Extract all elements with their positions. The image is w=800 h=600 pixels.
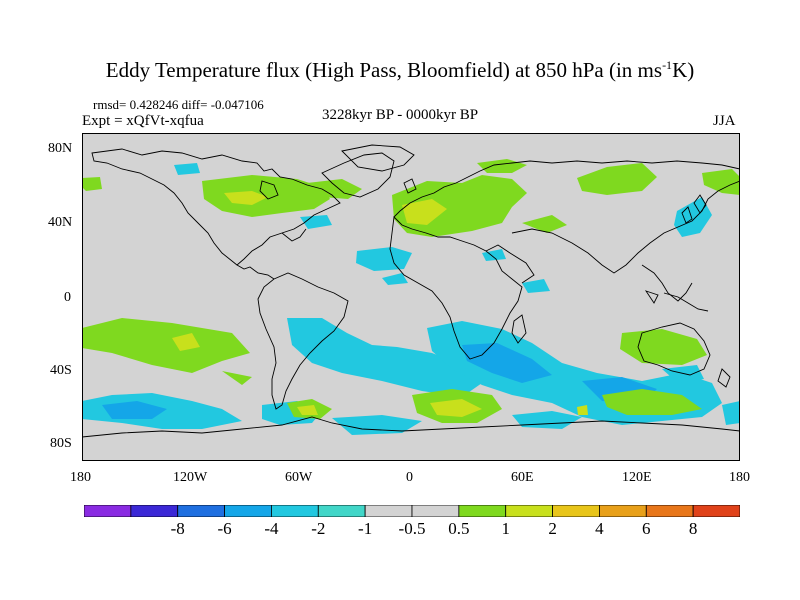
- y-tick-40s: 40S: [50, 363, 72, 378]
- colorbar-swatch: [364, 505, 413, 517]
- x-tick-120e: 120E: [622, 470, 652, 485]
- colorbar-swatch: [645, 505, 694, 517]
- colorbar-label: 6: [642, 519, 651, 538]
- map-title: Eddy Temperature flux (High Pass, Bloomf…: [105, 58, 695, 82]
- x-tick-120w: 120W: [173, 470, 208, 485]
- stats-label: rmsd= 0.428246 diff= -0.047106: [93, 97, 264, 112]
- y-tick-80s: 80S: [50, 436, 72, 451]
- x-tick-0: 0: [406, 470, 413, 485]
- colorbar-swatch: [177, 505, 225, 517]
- season-label: JJA: [713, 113, 736, 129]
- y-tick-40n: 40N: [48, 215, 73, 230]
- x-tick-60w: 60W: [285, 470, 313, 485]
- coastlines: [82, 144, 740, 438]
- colorbar-swatch: [552, 505, 600, 517]
- colorbar-label: -4: [264, 519, 279, 538]
- experiment-label: Expt = xQfVt-xqfua: [82, 113, 204, 129]
- colorbar-swatch: [505, 505, 553, 517]
- colorbar-label: 0.5: [448, 519, 470, 538]
- colorbar-label: 1: [501, 519, 510, 538]
- colorbar-label: -0.5: [398, 519, 426, 538]
- colorbar-label: -2: [311, 519, 326, 538]
- colorbar-label: 4: [595, 519, 604, 538]
- colorbar-swatch: [224, 505, 272, 517]
- map-border: [82, 133, 740, 461]
- x-tick-60e: 60E: [511, 470, 534, 485]
- colorbar-swatch: [411, 505, 460, 517]
- world-map: [82, 133, 740, 461]
- colorbar-swatch: [692, 505, 740, 517]
- y-tick-80n: 80N: [48, 141, 73, 156]
- colorbar-swatch: [458, 505, 507, 517]
- colorbar-label: -8: [170, 519, 185, 538]
- colorbar-label: 2: [548, 519, 557, 538]
- colorbar-swatch: [84, 505, 132, 517]
- colorbar-label: -6: [217, 519, 232, 538]
- colorbar-swatch: [317, 505, 366, 517]
- anomaly-fields: [82, 159, 740, 435]
- y-tick-0: 0: [64, 290, 71, 305]
- x-tick-180w: 180: [70, 470, 91, 485]
- colorbar-swatch: [271, 505, 319, 517]
- colorbar: [84, 505, 740, 517]
- period-label: 3228kyr BP - 0000kyr BP: [322, 107, 479, 123]
- colorbar-swatch: [130, 505, 179, 517]
- x-tick-180e: 180: [729, 470, 750, 485]
- colorbar-label: 8: [688, 519, 698, 538]
- colorbar-label: -1: [358, 519, 373, 538]
- colorbar-swatch: [599, 505, 647, 517]
